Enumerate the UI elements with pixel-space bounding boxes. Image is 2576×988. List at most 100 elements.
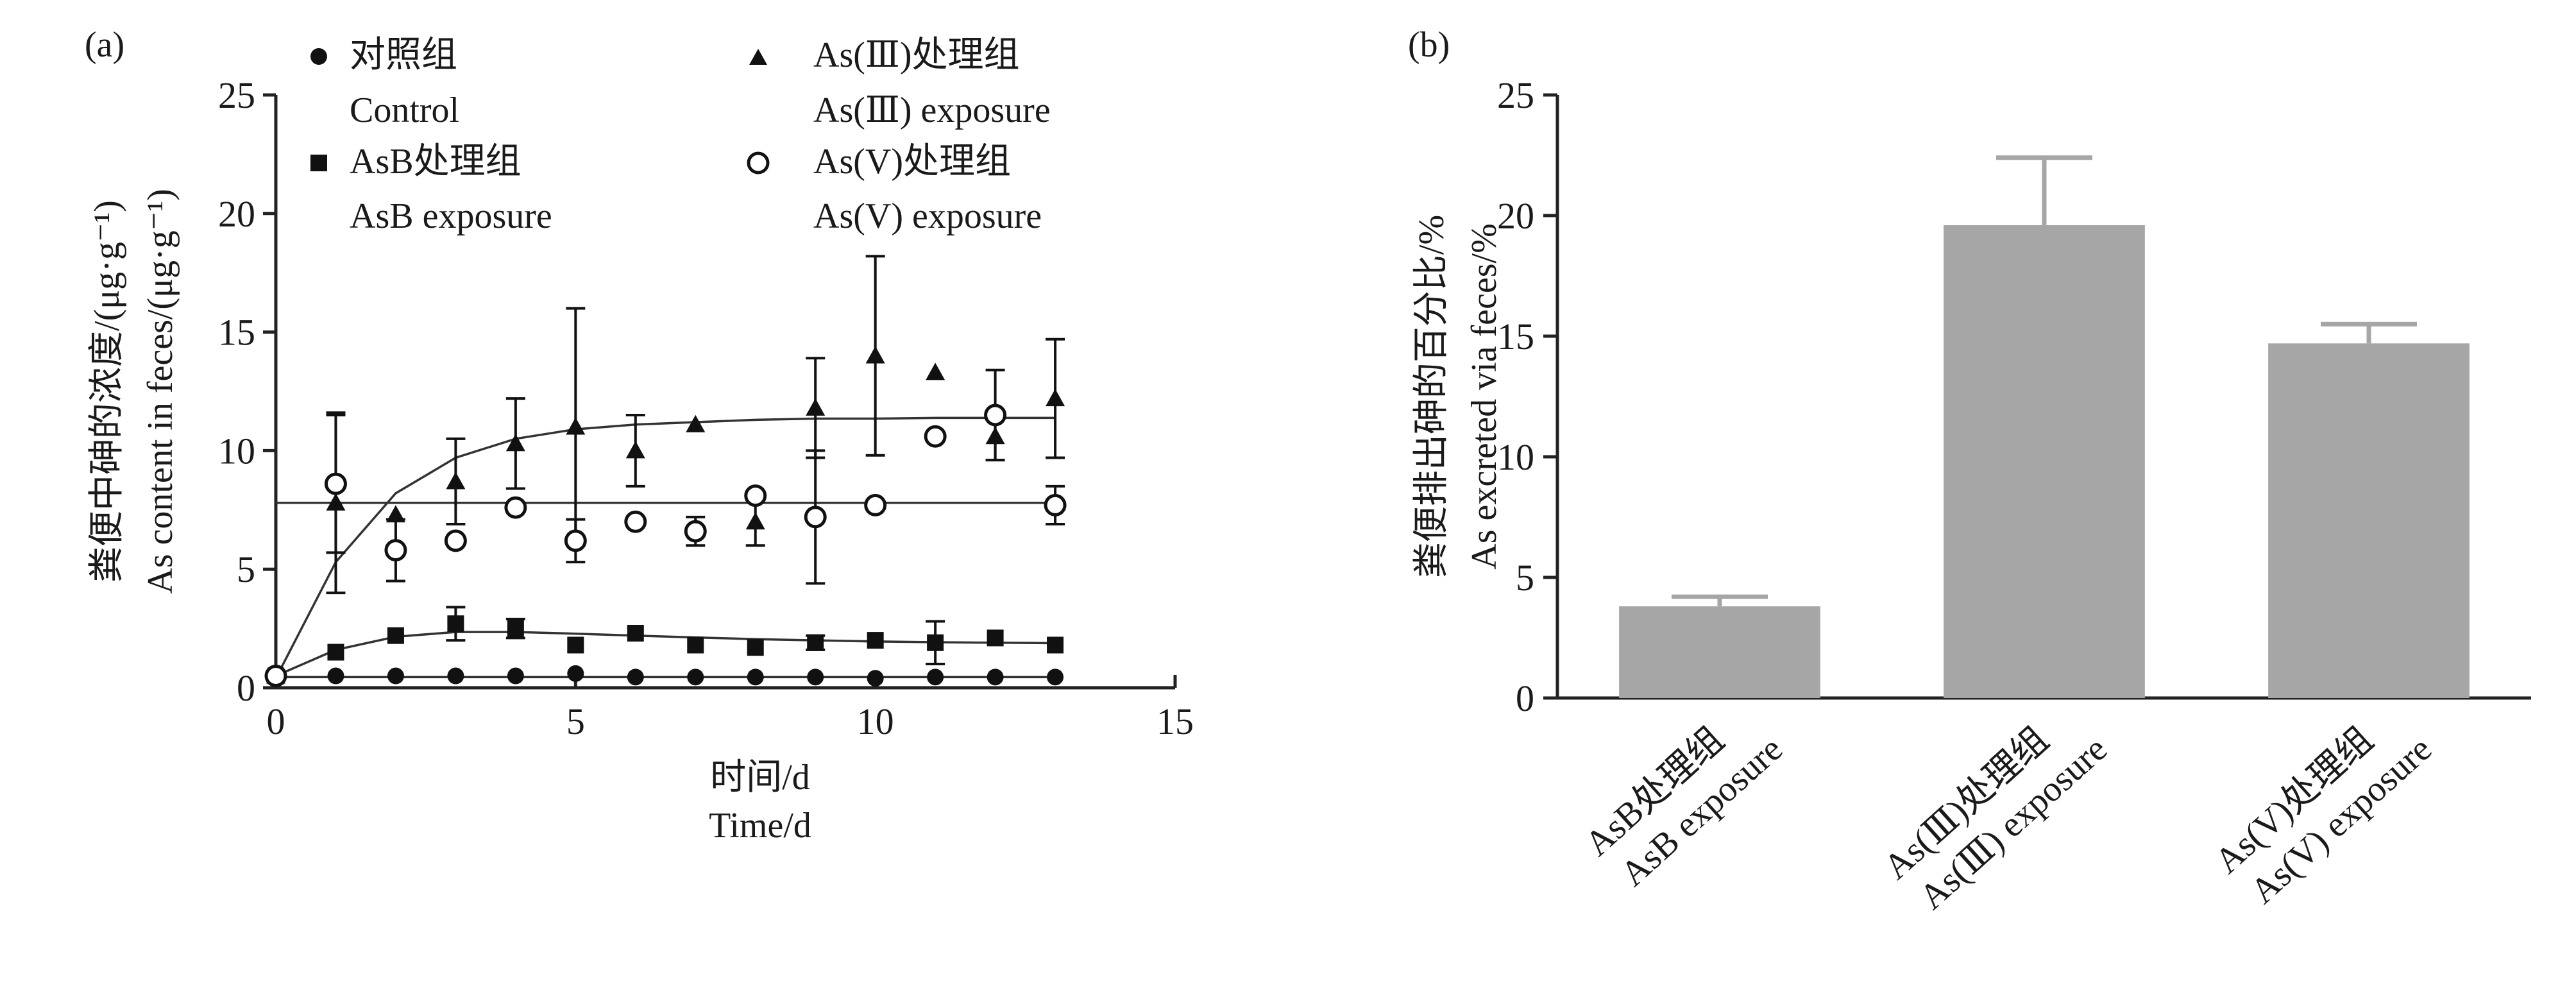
data-point-asb — [627, 624, 644, 642]
panel-a-xlabel-en: Time/d — [709, 806, 811, 846]
fit-curve-series-2 — [275, 416, 1056, 679]
data-point-as3 — [326, 493, 346, 511]
data-point-as3 — [625, 441, 645, 459]
data-point-as5 — [744, 484, 767, 507]
panel-a-label: (a) — [85, 25, 124, 65]
data-point-asb — [807, 634, 824, 651]
panel-b-ylabel-zh: 粪便排出砷的百分比/% — [1412, 215, 1452, 578]
panel-b-y-tick-label: 5 — [1516, 557, 1534, 599]
panel-b-y-ticks: 0 5 10 15 20 25 — [1497, 74, 1557, 719]
panel-a-x-tick-label: 15 — [1157, 701, 1194, 742]
panel-b-y-tick-label: 10 — [1497, 436, 1534, 478]
legend-label-as3-zh: As(Ⅲ)处理组 — [813, 35, 1020, 75]
panel-a-fit-curves — [275, 416, 1056, 679]
data-point-as5 — [624, 510, 647, 533]
data-point-asb — [687, 636, 704, 654]
legend-label-as5-zh: As(V)处理组 — [813, 142, 1011, 182]
legend-label-asb-en: AsB exposure — [350, 196, 552, 236]
data-point-asb — [927, 634, 944, 651]
data-point-control — [927, 669, 944, 686]
data-point-control — [567, 665, 584, 682]
legend-marker-filled-triangle — [749, 49, 767, 65]
data-point-control — [987, 669, 1004, 686]
data-point-as3 — [505, 434, 525, 452]
data-point-as3 — [1046, 389, 1065, 407]
data-point-as3 — [446, 472, 466, 490]
panel-a-legend: 对照组 Control AsB处理组 AsB exposure As(Ⅲ)处理组… — [310, 35, 1051, 236]
data-point-as5 — [264, 665, 287, 688]
data-point-control — [447, 667, 464, 685]
legend-label-as3-en: As(Ⅲ) exposure — [813, 90, 1051, 130]
data-point-control — [327, 667, 344, 685]
data-point-as3 — [745, 512, 765, 530]
legend-item-as3: As(Ⅲ)处理组 As(Ⅲ) exposure — [749, 35, 1051, 130]
legend-label-asb-zh: AsB处理组 — [350, 142, 521, 182]
data-point-control — [387, 667, 404, 685]
data-point-control — [747, 669, 764, 686]
panel-b-y-tick-label: 15 — [1497, 316, 1534, 357]
data-point-as3 — [985, 427, 1005, 445]
panel-b-bars — [1619, 225, 2470, 698]
data-point-as5 — [864, 493, 887, 516]
panel-a-y-tick-label: 10 — [218, 430, 255, 472]
data-point-as5 — [384, 539, 407, 562]
data-point-as5 — [1044, 493, 1067, 516]
legend-label-control-zh: 对照组 — [350, 35, 457, 75]
legend-marker-open-circle — [747, 151, 770, 175]
panel-a-x-tick-label: 0 — [267, 701, 285, 742]
panel-a-y-tick-label: 15 — [218, 312, 255, 353]
data-point-asb — [1047, 636, 1064, 654]
panel-a: (a) 0 5 10 15 20 25 0 5 10 15 时间/d Time/d 粪便中砷的浓… — [85, 25, 1194, 846]
data-point-asb — [507, 620, 524, 637]
panel-a-y-tick-label: 0 — [237, 667, 255, 709]
data-point-as5 — [984, 404, 1007, 427]
legend-label-as5-en: As(V) exposure — [813, 196, 1042, 236]
data-point-as3 — [566, 417, 586, 435]
panel-a-x-tick-label: 10 — [857, 701, 894, 742]
panel-a-y-ticks: 0 5 10 15 20 25 — [218, 74, 276, 709]
data-point-as5 — [324, 472, 347, 495]
data-point-control — [867, 670, 884, 687]
panel-a-ylabel-en: As content in feces/(μg·g⁻¹) — [140, 189, 180, 594]
bar-2 — [2268, 343, 2470, 698]
legend-label-control-en: Control — [350, 90, 459, 130]
panel-a-y-tick-label: 25 — [218, 74, 255, 116]
data-point-control — [687, 669, 704, 686]
legend-marker-filled-square — [310, 155, 327, 171]
panel-a-x-tick-label: 5 — [566, 701, 585, 742]
panel-a-error-bars — [326, 255, 1065, 666]
data-point-as5 — [684, 520, 707, 543]
panel-b-error-bars — [1672, 155, 2417, 607]
data-point-as3 — [386, 505, 405, 523]
data-point-control — [1047, 669, 1064, 686]
panel-b: (b) 0 5 10 15 20 25 粪便排出砷的百分比/% As excreted v… — [1408, 25, 2531, 917]
bar-0 — [1619, 606, 1820, 698]
data-point-as5 — [804, 506, 827, 529]
panel-a-y-tick-label: 20 — [218, 193, 255, 235]
panel-a-y-tick-label: 5 — [237, 549, 255, 590]
data-point-asb — [447, 615, 464, 633]
panel-a-xlabel-zh: 时间/d — [710, 758, 810, 797]
legend-item-as5: As(V)处理组 As(V) exposure — [747, 142, 1042, 236]
legend-item-asb: AsB处理组 AsB exposure — [310, 142, 552, 236]
data-point-as3 — [926, 362, 945, 380]
data-point-as3 — [865, 346, 885, 364]
data-point-control — [627, 669, 644, 686]
fit-curve-series-1 — [275, 631, 1056, 677]
panel-a-ylabel-zh: 粪便中砷的浓度/(μg·g⁻¹) — [87, 200, 127, 583]
panel-b-ylabel-en: As excreted via feces/% — [1464, 223, 1504, 570]
data-point-as5 — [444, 529, 467, 552]
panel-a-axes — [274, 95, 1175, 690]
data-point-as3 — [806, 398, 826, 416]
data-point-control — [507, 667, 524, 685]
legend-marker-filled-circle — [310, 48, 327, 65]
data-point-as5 — [504, 496, 527, 519]
data-point-as3 — [686, 414, 706, 432]
data-point-control — [807, 669, 824, 686]
data-point-asb — [327, 643, 344, 661]
